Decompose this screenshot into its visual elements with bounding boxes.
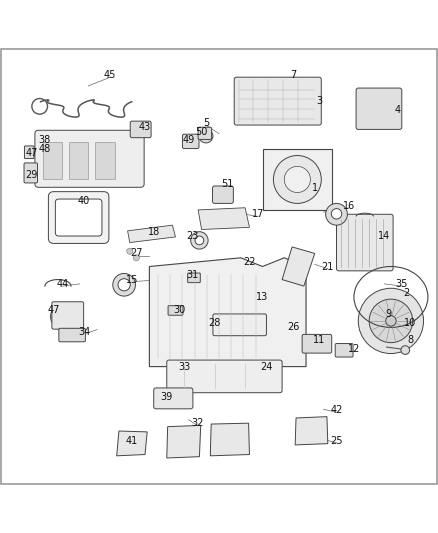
Polygon shape: [149, 258, 306, 367]
Text: 42: 42: [330, 405, 343, 415]
FancyBboxPatch shape: [198, 127, 212, 140]
Circle shape: [331, 208, 342, 219]
Bar: [43, 142, 62, 180]
Text: 13: 13: [256, 292, 268, 302]
Text: 25: 25: [330, 435, 343, 446]
Circle shape: [369, 299, 413, 343]
Text: 39: 39: [161, 392, 173, 402]
FancyBboxPatch shape: [168, 305, 183, 315]
Text: 33: 33: [178, 361, 190, 372]
Text: 26: 26: [287, 322, 299, 333]
FancyBboxPatch shape: [302, 334, 332, 353]
Text: 17: 17: [252, 209, 265, 219]
FancyBboxPatch shape: [183, 134, 199, 149]
Circle shape: [325, 204, 347, 225]
Polygon shape: [127, 225, 176, 243]
Polygon shape: [262, 149, 332, 210]
Text: 32: 32: [191, 418, 203, 428]
Circle shape: [284, 166, 311, 192]
Polygon shape: [295, 417, 328, 445]
FancyBboxPatch shape: [52, 302, 84, 329]
Circle shape: [273, 156, 321, 204]
Text: 21: 21: [321, 262, 334, 271]
Polygon shape: [282, 247, 315, 286]
Text: 18: 18: [148, 227, 160, 237]
Text: 47: 47: [26, 148, 38, 158]
FancyBboxPatch shape: [25, 146, 34, 158]
Circle shape: [199, 129, 213, 143]
Bar: [69, 142, 88, 180]
Text: 51: 51: [222, 179, 234, 189]
FancyBboxPatch shape: [335, 344, 353, 357]
Circle shape: [113, 273, 135, 296]
Text: 27: 27: [130, 248, 142, 259]
FancyBboxPatch shape: [213, 314, 266, 336]
Circle shape: [191, 232, 208, 249]
FancyBboxPatch shape: [59, 328, 85, 342]
Text: 16: 16: [343, 200, 356, 211]
Circle shape: [386, 316, 396, 326]
Circle shape: [127, 248, 133, 254]
Text: 23: 23: [187, 231, 199, 241]
Circle shape: [118, 279, 130, 291]
FancyBboxPatch shape: [234, 77, 321, 125]
Text: 3: 3: [316, 96, 322, 106]
FancyBboxPatch shape: [187, 273, 200, 282]
Text: 50: 50: [195, 126, 208, 136]
Text: 38: 38: [39, 135, 51, 146]
Text: 9: 9: [386, 309, 392, 319]
Text: 45: 45: [104, 70, 117, 80]
Bar: [95, 142, 115, 180]
Text: 31: 31: [187, 270, 199, 280]
Text: 15: 15: [126, 274, 138, 285]
Text: 49: 49: [182, 135, 194, 146]
Text: 43: 43: [139, 122, 151, 132]
Text: 12: 12: [348, 344, 360, 354]
FancyBboxPatch shape: [154, 388, 193, 409]
Text: 24: 24: [261, 361, 273, 372]
Text: 4: 4: [394, 105, 400, 115]
Text: 22: 22: [243, 257, 256, 267]
Circle shape: [133, 255, 139, 261]
Text: 29: 29: [26, 170, 38, 180]
Text: 8: 8: [407, 335, 413, 345]
FancyBboxPatch shape: [336, 214, 393, 271]
Text: 41: 41: [126, 435, 138, 446]
Text: 47: 47: [47, 305, 60, 315]
Circle shape: [50, 303, 78, 330]
Text: 44: 44: [56, 279, 68, 289]
FancyBboxPatch shape: [48, 192, 109, 244]
Text: 14: 14: [378, 231, 391, 241]
Circle shape: [57, 309, 72, 325]
Text: 35: 35: [396, 279, 408, 289]
Text: 1: 1: [312, 183, 318, 193]
FancyBboxPatch shape: [356, 88, 402, 130]
FancyBboxPatch shape: [212, 186, 233, 204]
Text: 11: 11: [313, 335, 325, 345]
Text: 28: 28: [208, 318, 221, 328]
Text: 48: 48: [39, 144, 51, 154]
Text: 7: 7: [290, 70, 296, 80]
Text: 40: 40: [78, 196, 90, 206]
FancyBboxPatch shape: [167, 360, 282, 393]
Circle shape: [358, 288, 424, 353]
FancyBboxPatch shape: [55, 199, 102, 236]
Text: 5: 5: [203, 118, 209, 128]
FancyBboxPatch shape: [35, 130, 144, 187]
Text: 30: 30: [174, 305, 186, 315]
Polygon shape: [167, 425, 201, 458]
Polygon shape: [210, 423, 250, 456]
Text: 2: 2: [403, 288, 409, 297]
FancyBboxPatch shape: [24, 163, 38, 183]
Circle shape: [195, 236, 204, 245]
Polygon shape: [117, 431, 147, 456]
FancyBboxPatch shape: [130, 121, 151, 138]
Text: 10: 10: [404, 318, 417, 328]
Polygon shape: [198, 208, 250, 230]
Text: 34: 34: [78, 327, 90, 337]
Circle shape: [401, 346, 410, 354]
